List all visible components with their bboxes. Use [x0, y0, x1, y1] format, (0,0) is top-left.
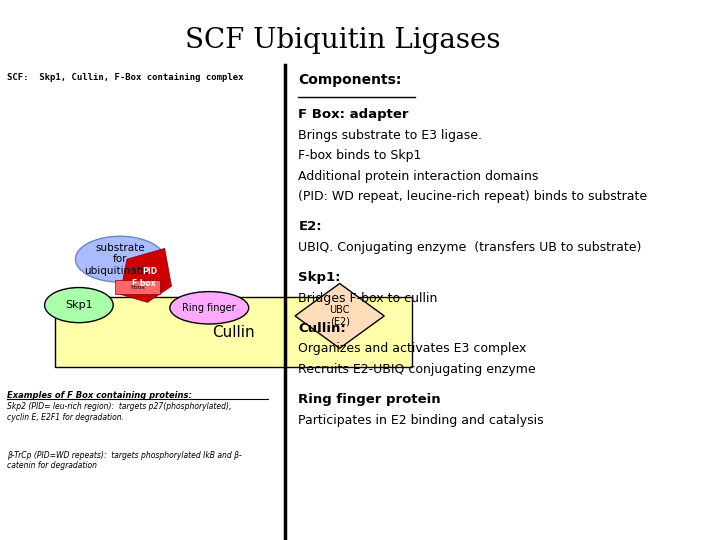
Text: Organizes and activates E3 complex: Organizes and activates E3 complex [299, 342, 527, 355]
Text: PID: PID [142, 267, 157, 276]
FancyBboxPatch shape [115, 280, 160, 294]
Text: E2:: E2: [299, 220, 322, 233]
FancyBboxPatch shape [55, 297, 412, 367]
Ellipse shape [170, 292, 248, 324]
Text: Cullin: Cullin [212, 325, 255, 340]
Text: Skp1:: Skp1: [299, 271, 341, 284]
Text: Brings substrate to E3 ligase.: Brings substrate to E3 ligase. [299, 129, 482, 141]
Text: Ring finger protein: Ring finger protein [299, 393, 441, 406]
Ellipse shape [76, 237, 165, 282]
Text: SCF:  Skp1, Cullin, F-Box containing complex: SCF: Skp1, Cullin, F-Box containing comp… [7, 73, 243, 82]
Text: Participates in E2 binding and catalysis: Participates in E2 binding and catalysis [299, 414, 544, 427]
Text: (PID: WD repeat, leucine-rich repeat) binds to substrate: (PID: WD repeat, leucine-rich repeat) bi… [299, 190, 647, 203]
Text: Skp2 (PID= leu-rich region):  targets p27(phosphorylated),
cyclin E, E2F1 for de: Skp2 (PID= leu-rich region): targets p27… [7, 402, 231, 422]
Polygon shape [120, 248, 171, 302]
Text: Fbox: Fbox [130, 285, 145, 289]
Text: β-TrCp (PID=WD repeats):  targets phosphorylated IkB and β-
catenin for degradat: β-TrCp (PID=WD repeats): targets phospho… [7, 451, 242, 470]
Text: Examples of F Box containing proteins:: Examples of F Box containing proteins: [7, 392, 192, 401]
Text: Cullin:: Cullin: [299, 322, 346, 335]
Text: substrate
for
ubiquitination: substrate for ubiquitination [84, 242, 156, 276]
Text: SCF Ubiquitin Ligases: SCF Ubiquitin Ligases [185, 27, 501, 54]
Text: F Box: adapter: F Box: adapter [299, 108, 409, 121]
Text: Ring finger: Ring finger [182, 303, 236, 313]
Ellipse shape [45, 287, 113, 322]
Polygon shape [295, 284, 384, 348]
Text: F box: F box [132, 279, 156, 288]
Text: Recruits E2-UBIQ conjugating enzyme: Recruits E2-UBIQ conjugating enzyme [299, 363, 536, 376]
Text: Components:: Components: [299, 73, 402, 87]
Text: Skp1: Skp1 [65, 300, 93, 310]
Text: UBC
(E2): UBC (E2) [329, 305, 350, 327]
Text: F-box binds to Skp1: F-box binds to Skp1 [299, 149, 422, 162]
Text: Bridges F-box to cullin: Bridges F-box to cullin [299, 292, 438, 305]
Text: UBIQ. Conjugating enzyme  (transfers UB to substrate): UBIQ. Conjugating enzyme (transfers UB t… [299, 241, 642, 254]
Text: Additional protein interaction domains: Additional protein interaction domains [299, 170, 539, 183]
